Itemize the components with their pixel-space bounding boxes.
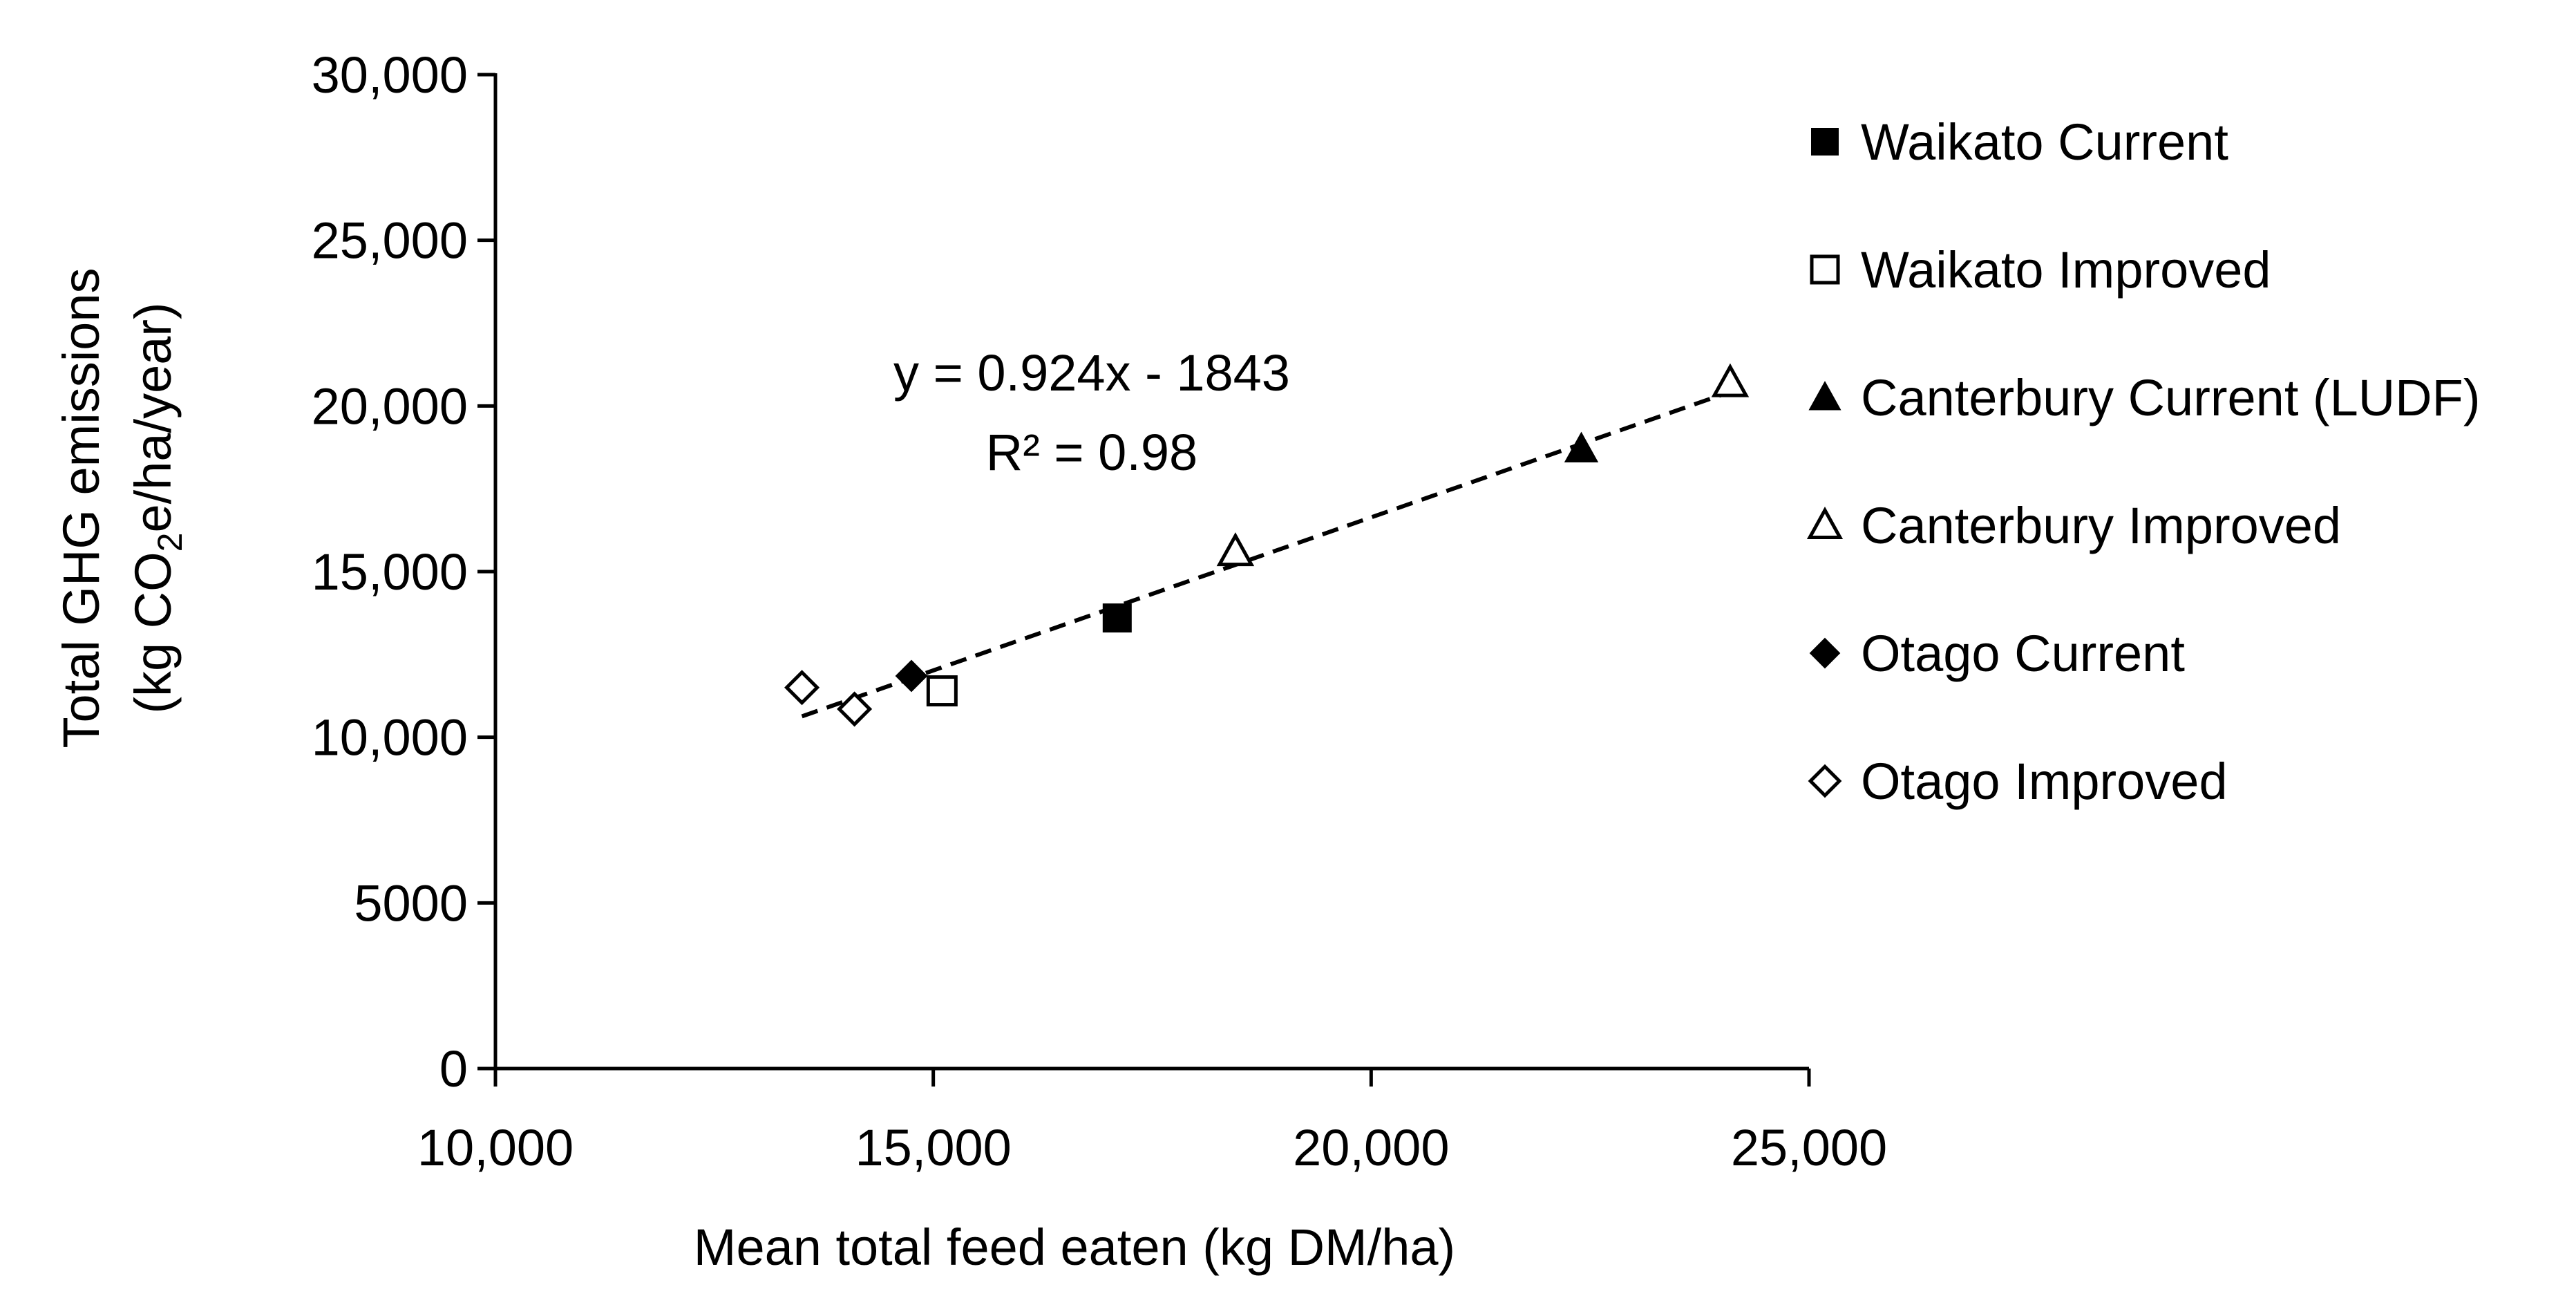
data-point	[926, 675, 958, 707]
legend-marker	[1809, 637, 1841, 669]
data-point	[784, 670, 820, 706]
legend-label: Otago Improved	[1861, 753, 2228, 810]
legend-label: Waikato Improved	[1861, 241, 2271, 299]
y-tick-label: 10,000	[312, 709, 468, 767]
y-axis-title: Total GHG emissions (kg CO2e/ha/year)	[53, 268, 189, 749]
trendline-r2: R² = 0.98	[986, 424, 1197, 481]
data-point	[1711, 363, 1750, 397]
axes: 0 5000 10,000 15,000 20,000 25,000 30,000 10,0…	[312, 46, 1888, 1176]
legend-label: Canterbury Current (LUDF)	[1861, 369, 2480, 426]
legend-marker	[1810, 254, 1840, 285]
legend-item: Waikato Improved	[1810, 241, 2271, 299]
y-tick-label: 15,000	[312, 543, 468, 601]
y-tick-label: 5000	[354, 874, 468, 932]
y-tick-label: 20,000	[312, 377, 468, 435]
x-tick-label: 15,000	[855, 1119, 1011, 1176]
legend: Waikato Current Waikato Improved Canterbur…	[1806, 113, 2480, 810]
y-tick-label: 0	[439, 1040, 468, 1098]
x-tick-label: 10,000	[417, 1119, 574, 1176]
trendline	[801, 390, 1731, 719]
x-ticks: 10,000 15,000 20,000 25,000	[417, 1069, 1887, 1176]
trendline-group	[801, 390, 1731, 719]
legend-item: Canterbury Improved	[1806, 497, 2341, 554]
x-axis-title: Mean total feed eaten (kg DM/ha)	[694, 1219, 1455, 1276]
legend-item: Canterbury Current (LUDF)	[1808, 369, 2480, 426]
legend-label: Otago Current	[1861, 625, 2185, 682]
legend-marker	[1811, 128, 1839, 156]
data-point	[1216, 532, 1255, 567]
legend-item: Waikato Current	[1811, 113, 2228, 171]
legend-marker	[1808, 764, 1842, 798]
legend-item: Otago Improved	[1808, 753, 2228, 810]
x-tick-label: 25,000	[1731, 1119, 1887, 1176]
data-point	[837, 691, 873, 727]
y-tick-label: 25,000	[312, 212, 468, 270]
x-tick-label: 20,000	[1293, 1119, 1449, 1176]
y-ticks: 0 5000 10,000 15,000 20,000 25,000 30,000	[312, 46, 495, 1098]
y-axis-title-line1: Total GHG emissions	[53, 268, 110, 749]
data-points	[784, 363, 1750, 727]
legend-marker	[1808, 381, 1841, 411]
trendline-equation: y = 0.924x - 1843	[893, 344, 1290, 402]
y-tick-label: 30,000	[312, 46, 468, 104]
legend-item: Otago Current	[1809, 625, 2185, 682]
legend-label: Waikato Current	[1861, 113, 2228, 171]
legend-marker	[1806, 507, 1844, 539]
data-point	[895, 659, 928, 693]
y-axis-title-line2: (kg CO2e/ha/year)	[124, 302, 189, 713]
data-point	[1102, 603, 1132, 633]
legend-label: Canterbury Improved	[1861, 497, 2341, 554]
data-point	[1564, 431, 1599, 463]
